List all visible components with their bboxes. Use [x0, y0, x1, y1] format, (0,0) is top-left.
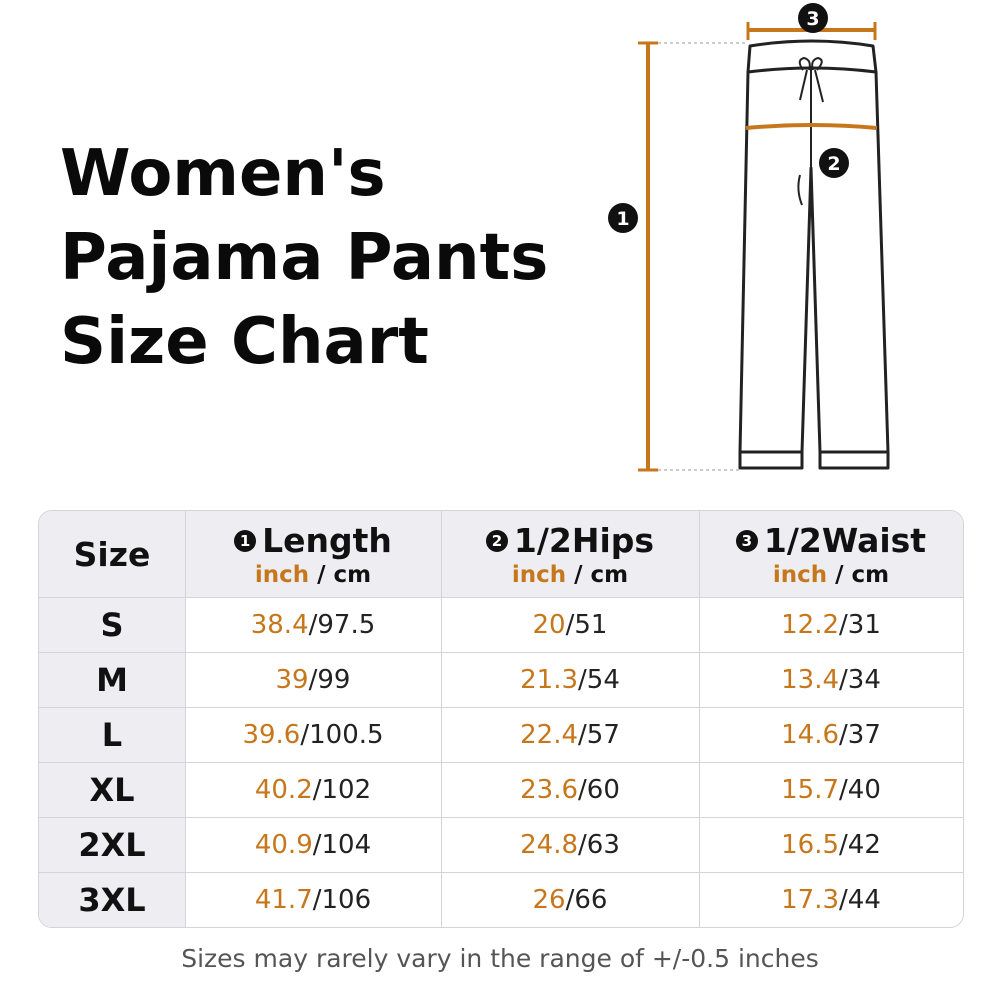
waist-cell: 16.5/42: [781, 829, 881, 860]
waist-cell: 14.6/37: [781, 719, 881, 750]
marker-3-icon: 3: [735, 529, 758, 552]
size-cell: XL: [89, 770, 135, 809]
length-cell: 39.6/100.5: [242, 719, 384, 750]
length-cell: 40.2/102: [254, 774, 372, 805]
unit-inch: inch: [772, 562, 828, 588]
row-divider: [39, 707, 963, 708]
size-table: Size 1 Length inch / cm 2 1/2Hips inch /…: [38, 510, 964, 928]
table-row: XL 40.2/102 23.6/60 15.7/40: [39, 762, 963, 817]
page-title: Women's Pajama Pants Size Chart: [60, 132, 548, 384]
table-row: L 39.6/100.5 22.4/57 14.6/37: [39, 707, 963, 762]
header-hips-label: 1/2Hips: [513, 521, 655, 560]
svg-text:1: 1: [616, 208, 629, 230]
footnote: Sizes may rarely vary in the range of +/…: [181, 944, 819, 973]
title-line-1: Women's: [60, 137, 386, 211]
marker-2-icon: 2: [485, 529, 508, 552]
size-cell: M: [96, 660, 128, 699]
unit-inch: inch: [254, 562, 310, 588]
table-row: 3XL 41.7/106 26/66 17.3/44: [39, 872, 963, 927]
waist-cell: 17.3/44: [781, 884, 881, 915]
column-divider: [699, 511, 700, 927]
size-cell: S: [100, 605, 124, 644]
header-waist-label: 1/2Waist: [763, 521, 927, 560]
length-cell: 40.9/104: [254, 829, 372, 860]
header-length: 1 Length inch / cm: [185, 511, 441, 607]
column-divider: [185, 511, 186, 927]
waist-cell: 13.4/34: [781, 664, 881, 695]
hips-cell: 21.3/54: [520, 664, 620, 695]
svg-text:2: 2: [827, 153, 840, 175]
row-divider: [39, 872, 963, 873]
unit-inch: inch: [511, 562, 567, 588]
length-cell: 41.7/106: [254, 884, 372, 915]
hips-cell: 23.6/60: [520, 774, 620, 805]
hips-cell: 20/51: [532, 609, 608, 640]
waist-cell: 12.2/31: [781, 609, 881, 640]
row-divider: [39, 762, 963, 763]
unit-slash: /: [566, 562, 591, 588]
marker-2-icon: 2: [819, 148, 849, 178]
title-line-2: Pajama Pants: [60, 221, 549, 295]
table-header-bg: [39, 511, 963, 597]
unit-slash: /: [309, 562, 334, 588]
hips-measure: [745, 123, 878, 130]
size-cell: 3XL: [78, 880, 146, 919]
table-row: S 38.4/97.5 20/51 12.2/31: [39, 597, 963, 652]
unit-cm: cm: [333, 562, 372, 588]
marker-1-icon: 1: [608, 203, 638, 233]
header-waist: 3 1/2Waist inch / cm: [699, 511, 963, 607]
length-cell: 38.4/97.5: [250, 609, 376, 640]
title-line-3: Size Chart: [60, 305, 429, 379]
unit-slash: /: [827, 562, 852, 588]
row-divider: [39, 817, 963, 818]
row-divider: [39, 597, 963, 598]
header-length-label: Length: [262, 521, 392, 560]
size-cell: L: [101, 715, 123, 754]
unit-cm: cm: [590, 562, 629, 588]
header-size: Size: [39, 511, 185, 597]
hips-cell: 24.8/63: [520, 829, 620, 860]
header-hips: 2 1/2Hips inch / cm: [441, 511, 699, 607]
unit-cm: cm: [851, 562, 890, 588]
marker-1-icon: 1: [234, 529, 257, 552]
hips-cell: 22.4/57: [520, 719, 620, 750]
column-divider: [441, 511, 442, 927]
header-size-label: Size: [73, 534, 151, 574]
pants-diagram: 1 3 2: [608, 3, 890, 472]
pants-outline: [738, 39, 890, 470]
svg-text:3: 3: [806, 8, 819, 30]
marker-3-icon: 3: [798, 3, 828, 33]
row-divider: [39, 652, 963, 653]
waist-cell: 15.7/40: [781, 774, 881, 805]
table-row: 2XL 40.9/104 24.8/63 16.5/42: [39, 817, 963, 872]
hips-cell: 26/66: [532, 884, 608, 915]
length-measure: [638, 41, 748, 472]
length-cell: 39/99: [275, 664, 351, 695]
table-row: M 39/99 21.3/54 13.4/34: [39, 652, 963, 707]
size-cell: 2XL: [78, 825, 146, 864]
